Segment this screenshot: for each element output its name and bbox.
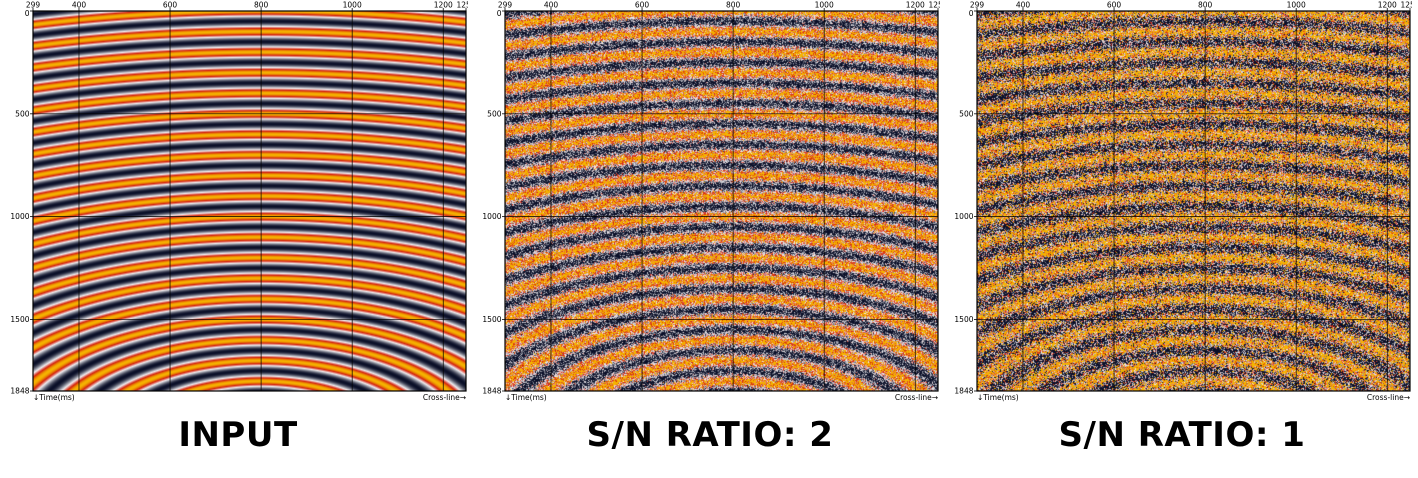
panel-sn-ratio-2: 299 400 600 800 1000 12001250 0 500 1000 1500 184… [480,0,940,478]
y-tick-label: 500 [15,109,30,118]
x-tick-label: 1000 [1287,1,1306,10]
y-axis-ticks: 0 500 1000 1500 1848 [954,9,977,396]
x-tick-label: 800 [726,1,741,10]
y-tick-label: 1000 [10,212,29,221]
x-axis-label: Cross-line→ [895,393,938,402]
y-tick-label: 0 [497,9,502,18]
panel-sn-ratio-1: 299 400 600 800 1000 12001250 0 500 1000 1500 184… [952,0,1412,478]
seismic-image [505,11,938,391]
y-tick-label: 500 [959,109,974,118]
x-tick-label: 400 [544,1,559,10]
y-tick-label: 0 [25,9,30,18]
y-axis-label: ↓Time(ms) [977,393,1019,402]
plot-frame [976,10,1411,392]
seismic-plot-sn-1: 299 400 600 800 1000 12001250 0 500 1000 1500 184… [954,1,1412,403]
y-tick-label: 1500 [10,315,29,324]
y-axis-label: ↓Time(ms) [505,393,547,402]
y-tick-label: 1500 [482,315,501,324]
y-tick-label: 1848 [954,387,973,396]
x-tick-label: 1200 [1378,1,1397,10]
x-tick-label: 800 [254,1,269,10]
x-tick-label: 1250 [456,1,468,10]
y-tick-label: 1848 [482,387,501,396]
seismic-image [977,11,1410,391]
x-tick-label: 1000 [343,1,362,10]
y-axis-ticks: 0 500 1000 1500 1848 [10,9,33,396]
x-axis-ticks: 299 400 600 800 1000 12001250 [26,1,468,11]
plot-frame [32,10,467,392]
x-axis-ticks: 299 400 600 800 1000 12001250 [970,1,1412,11]
x-tick-label: 800 [1198,1,1213,10]
x-tick-label: 400 [1016,1,1031,10]
x-axis-label: Cross-line→ [1367,393,1410,402]
x-tick-label: 600 [163,1,178,10]
grid-lines [977,11,1410,391]
x-tick-label: 600 [635,1,650,10]
x-tick-label: 1200 [906,1,925,10]
y-axis-label: ↓Time(ms) [33,393,75,402]
y-axis-ticks: 0 500 1000 1500 1848 [482,9,505,396]
y-tick-label: 1000 [954,212,973,221]
y-tick-label: 1848 [10,387,29,396]
y-tick-label: 0 [969,9,974,18]
x-tick-label: 299 [498,1,513,10]
x-tick-label: 299 [970,1,985,10]
x-tick-label: 1200 [434,1,453,10]
x-tick-label: 1000 [815,1,834,10]
panel-input: 299 400 600 800 1000 12001250 0 500 1000 1500 184… [8,0,468,478]
grid-lines [505,11,938,391]
plot-frame [504,10,939,392]
y-tick-label: 1000 [482,212,501,221]
panel-caption: S/N RATIO: 2 [586,415,834,455]
panel-caption: INPUT [178,415,298,455]
x-tick-label: 1250 [1400,1,1412,10]
panel-caption: S/N RATIO: 1 [1058,415,1306,455]
y-tick-label: 500 [487,109,502,118]
y-tick-label: 1500 [954,315,973,324]
grid-lines [33,11,466,391]
x-tick-label: 400 [72,1,87,10]
seismic-plot-sn-2: 299 400 600 800 1000 12001250 0 500 1000 1500 184… [482,1,940,403]
seismic-image [33,11,466,391]
x-tick-label: 1250 [928,1,940,10]
x-axis-ticks: 299 400 600 800 1000 12001250 [498,1,940,11]
x-axis-label: Cross-line→ [423,393,466,402]
seismic-plot-input: 299 400 600 800 1000 12001250 0 500 1000 1500 184… [10,1,468,403]
x-tick-label: 600 [1107,1,1122,10]
x-tick-label: 299 [26,1,41,10]
